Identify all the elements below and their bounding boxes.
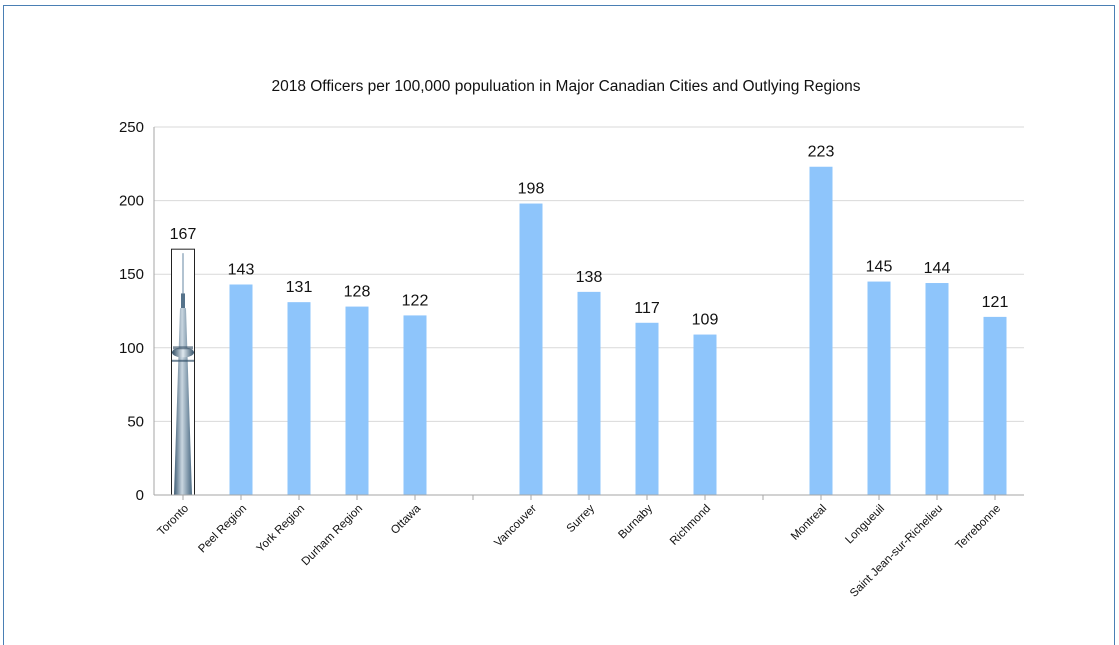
data-label: 198 <box>518 181 545 198</box>
bar <box>229 284 253 495</box>
x-tick-label: York Region <box>255 503 307 555</box>
x-tick-label: Surrey <box>565 502 598 535</box>
x-tick-label: Toronto <box>156 503 192 539</box>
data-label: 167 <box>170 226 197 243</box>
data-label: 145 <box>866 259 893 276</box>
data-label: 143 <box>228 262 255 279</box>
y-tick-label: 0 <box>136 487 144 504</box>
data-label: 122 <box>402 292 429 309</box>
data-label: 131 <box>286 279 313 296</box>
bar <box>693 334 717 495</box>
bar <box>345 306 369 495</box>
bars <box>171 166 1007 496</box>
y-tick-label: 200 <box>119 193 144 210</box>
data-labels: 167 143 131 128 122 198 138 117 109 223 145 144 121 <box>170 144 1009 329</box>
bar <box>983 316 1007 495</box>
x-tick-label: Burnaby <box>616 502 655 541</box>
bar <box>809 166 833 495</box>
data-label: 121 <box>982 294 1009 311</box>
x-tick-label: Vancouver <box>492 503 539 550</box>
bar <box>925 283 949 495</box>
x-tick-label: Peel Region <box>196 503 249 556</box>
y-axis: 0 50 100 150 200 250 <box>119 119 155 504</box>
chart-title: 2018 Officers per 100,000 populuation in… <box>271 78 860 95</box>
data-label: 109 <box>692 312 719 329</box>
data-label: 117 <box>634 300 660 317</box>
bar <box>519 203 543 495</box>
data-label: 138 <box>576 269 603 286</box>
data-label: 144 <box>924 260 951 277</box>
bar <box>577 291 601 495</box>
x-tick-label: Durham Region <box>300 503 365 568</box>
chart-frame <box>3 5 1115 645</box>
y-tick-label: 100 <box>119 340 144 357</box>
bar <box>635 322 659 495</box>
x-tick-label: Longueuil <box>843 503 887 547</box>
bar <box>403 315 427 495</box>
y-tick-label: 250 <box>119 119 144 136</box>
x-tick-label: Saint Jean-sur-Richelieu <box>848 503 945 600</box>
x-tick-label: Terrebonne <box>953 503 1003 553</box>
cn-tower-icon <box>171 248 195 496</box>
data-label: 128 <box>344 284 371 301</box>
x-tick-label: Ottawa <box>389 502 424 537</box>
x-tick-label: Montreal <box>789 503 829 543</box>
bar <box>287 302 311 495</box>
data-label: 223 <box>808 144 835 161</box>
bar-chart: 2018 Officers per 100,000 populuation in… <box>119 78 1024 600</box>
y-tick-label: 150 <box>119 266 144 283</box>
bar <box>867 281 891 495</box>
y-tick-label: 50 <box>127 413 144 430</box>
x-tick-label: Richmond <box>668 503 713 548</box>
